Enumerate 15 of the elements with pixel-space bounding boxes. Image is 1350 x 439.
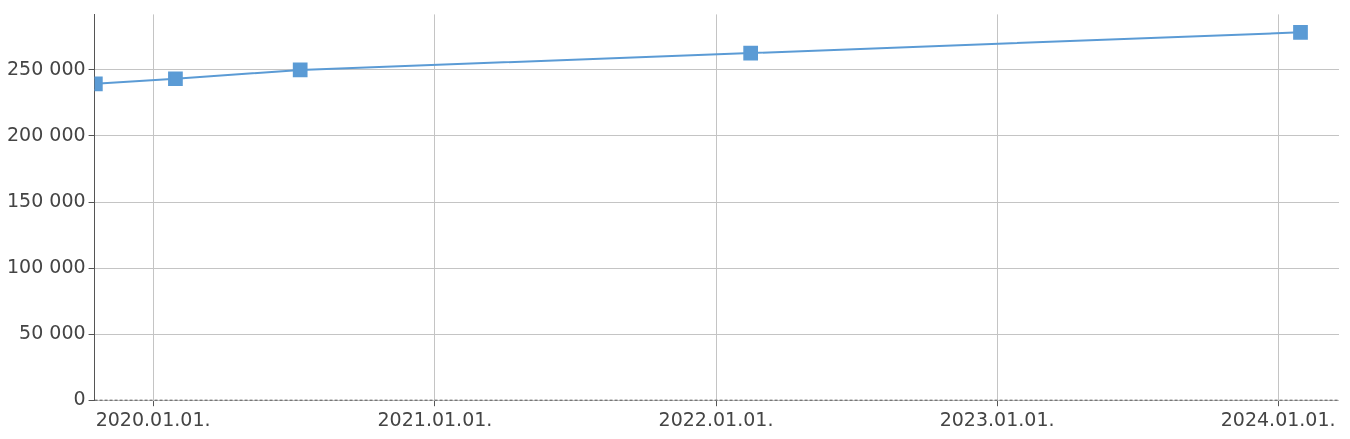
x-tick-label: 2022.01.01.	[658, 407, 774, 430]
y-tick-label: 250 000	[6, 56, 86, 79]
x-tick-label: 2020.01.01.	[95, 407, 211, 430]
point	[1293, 25, 1308, 40]
y-tick-label: 150 000	[6, 188, 86, 211]
y-tick-label: 200 000	[6, 122, 86, 145]
y-tick-label: 50 000	[19, 321, 86, 344]
x-tick-label: 2024.01.01.	[1220, 407, 1336, 430]
point	[168, 71, 183, 87]
y-tick-label: 0	[73, 387, 86, 410]
point	[743, 45, 759, 61]
x-tick-label: 2023.01.01.	[939, 407, 1055, 430]
point	[292, 62, 308, 78]
x-tick-label: 2021.01.01.	[377, 407, 493, 430]
y-tick-label: 100 000	[6, 255, 86, 278]
